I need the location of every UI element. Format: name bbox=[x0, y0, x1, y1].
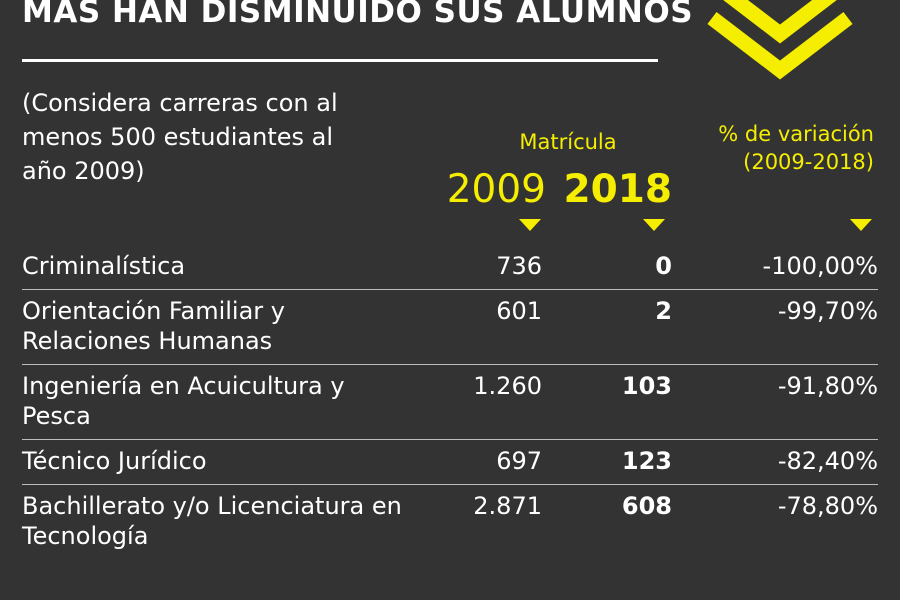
year-2018-header: 2018 bbox=[563, 167, 672, 212]
variation-percent: -100,00% bbox=[762, 252, 878, 280]
page-title: MÁS HAN DISMINUIDO SUS ALUMNOS bbox=[22, 0, 694, 30]
title-divider bbox=[22, 59, 658, 62]
enrollment-2009: 2.871 bbox=[473, 492, 542, 520]
variation-percent: -91,80% bbox=[777, 372, 878, 400]
enrollment-column-group-label: Matrícula bbox=[519, 130, 617, 154]
table-row: Criminalística 736 0 -100,00% bbox=[22, 245, 878, 290]
enrollment-2009: 1.260 bbox=[473, 372, 542, 400]
enrollment-2018: 103 bbox=[621, 372, 672, 400]
enrollment-2009: 697 bbox=[496, 447, 542, 475]
career-name: Criminalística bbox=[22, 252, 186, 280]
year-2009-header: 2009 bbox=[446, 167, 546, 212]
variation-percent: -82,40% bbox=[777, 447, 878, 475]
variation-marker-icon bbox=[850, 219, 872, 231]
career-name: Orientación Familiar y Relaciones Humana… bbox=[22, 297, 286, 355]
enrollment-2009: 601 bbox=[496, 297, 542, 325]
table-row: Ingeniería en Acuicultura y Pesca 1.260 … bbox=[22, 365, 878, 440]
table-row: Técnico Jurídico 697 123 -82,40% bbox=[22, 440, 878, 485]
variation-percent: -78,80% bbox=[777, 492, 878, 520]
enrollment-2009: 736 bbox=[496, 252, 542, 280]
enrollment-2018: 0 bbox=[655, 252, 672, 280]
table-row: Orientación Familiar y Relaciones Humana… bbox=[22, 290, 878, 365]
career-name: Bachillerato y/o Licenciatura en Tecnolo… bbox=[22, 492, 402, 550]
year-2009-marker-icon bbox=[519, 219, 541, 231]
enrollment-2018: 123 bbox=[621, 447, 672, 475]
table-row: Bachillerato y/o Licenciatura en Tecnolo… bbox=[22, 485, 878, 559]
variation-column-header: % de variación (2009-2018) bbox=[718, 122, 874, 174]
year-2018-marker-icon bbox=[643, 219, 665, 231]
double-chevron-down-icon bbox=[707, 0, 853, 80]
careers-table: Criminalística 736 0 -100,00% Orientació… bbox=[22, 245, 878, 559]
career-name: Ingeniería en Acuicultura y Pesca bbox=[22, 372, 345, 430]
career-name: Técnico Jurídico bbox=[22, 447, 207, 475]
variation-percent: -99,70% bbox=[777, 297, 878, 325]
enrollment-2018: 2 bbox=[655, 297, 672, 325]
table-note: (Considera carreras con al menos 500 est… bbox=[22, 89, 338, 185]
enrollment-2018: 608 bbox=[621, 492, 672, 520]
